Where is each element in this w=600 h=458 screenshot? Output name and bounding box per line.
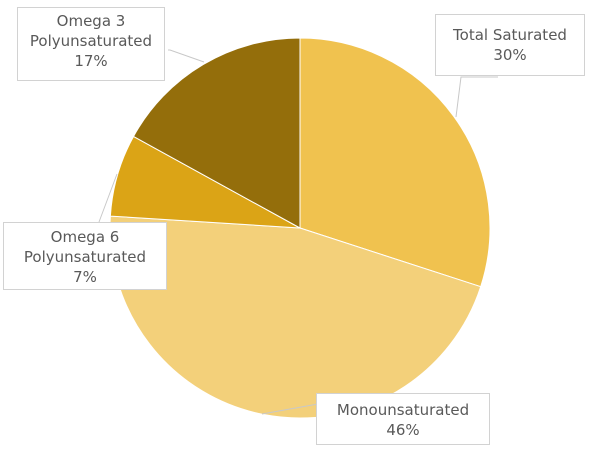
data-label-mono-name: Monounsaturated (336, 401, 470, 419)
data-label-omega3-name1: Omega 3 (56, 12, 126, 30)
leader-line-saturated (455, 76, 498, 118)
data-label-omega6-value: 7% (73, 268, 97, 286)
data-label-omega6: Omega 6 Polyunsaturated 7% (3, 222, 167, 290)
pie-slices (109, 37, 491, 419)
data-label-omega3-value: 17% (74, 52, 108, 70)
data-label-mono: Monounsaturated 46% (316, 393, 490, 445)
data-label-saturated-value: 30% (493, 46, 527, 64)
slice-mono (109, 215, 482, 419)
slice-saturated (299, 37, 491, 288)
data-label-omega6-name2: Polyunsaturated (23, 248, 147, 266)
data-label-omega6-name1: Omega 6 (50, 228, 120, 246)
data-label-saturated: Total Saturated 30% (435, 14, 585, 76)
leader-line-omega6 (98, 173, 118, 223)
leader-lines (98, 49, 498, 415)
slice-omega3 (132, 37, 301, 229)
data-label-mono-value: 46% (386, 421, 420, 439)
leader-line-mono (261, 403, 319, 415)
data-label-saturated-name: Total Saturated (453, 26, 567, 44)
data-label-omega3-name2: Polyunsaturated (29, 32, 153, 50)
data-label-omega3: Omega 3 Polyunsaturated 17% (17, 7, 165, 81)
leader-line-omega3 (168, 49, 205, 63)
